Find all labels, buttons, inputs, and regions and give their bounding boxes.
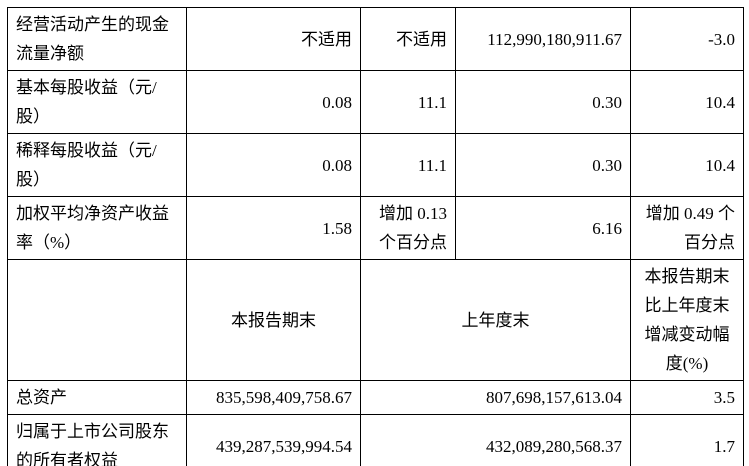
table-row: 基本每股收益（元/ 股） 0.08 11.1 0.30 10.4	[7, 70, 744, 134]
metric-label: 归属于上市公司股东 的所有者权益	[7, 414, 187, 466]
value-col5: 10.4	[630, 70, 744, 134]
value-prior-period: 432,089,280,568.37	[360, 414, 631, 466]
metric-label: 稀释每股收益（元/ 股）	[7, 133, 187, 197]
value-current-period: 439,287,539,994.54	[186, 414, 361, 466]
section-header-row: 本报告期末 上年度末 本报告期末 比上年度末 增减变动幅 度(%)	[7, 259, 744, 381]
table-row: 稀释每股收益（元/ 股） 0.08 11.1 0.30 10.4	[7, 133, 744, 197]
value-col5: 增加 0.49 个 百分点	[630, 196, 744, 260]
value-change-percent: 3.5	[630, 380, 744, 415]
value-change-percent: 1.7	[630, 414, 744, 466]
value-col4: 112,990,180,911.67	[455, 7, 631, 71]
value-col4: 0.30	[455, 133, 631, 197]
table-row: 总资产 835,598,409,758.67 807,698,157,613.0…	[7, 380, 744, 415]
value-current-period: 835,598,409,758.67	[186, 380, 361, 415]
value-col5: 10.4	[630, 133, 744, 197]
value-col2: 不适用	[186, 7, 361, 71]
value-col3: 11.1	[360, 70, 456, 134]
financial-summary-table: 经营活动产生的现金 流量净额 不适用 不适用 112,990,180,911.6…	[7, 7, 744, 466]
metric-label: 加权平均净资产收益 率（%）	[7, 196, 187, 260]
metric-label: 经营活动产生的现金 流量净额	[7, 7, 187, 71]
value-col4: 0.30	[455, 70, 631, 134]
header-prior-period: 上年度末	[360, 259, 631, 381]
table-row: 经营活动产生的现金 流量净额 不适用 不适用 112,990,180,911.6…	[7, 7, 744, 71]
value-col2: 0.08	[186, 70, 361, 134]
value-col3: 11.1	[360, 133, 456, 197]
value-col4: 6.16	[455, 196, 631, 260]
table-row: 归属于上市公司股东 的所有者权益 439,287,539,994.54 432,…	[7, 414, 744, 466]
value-col3: 增加 0.13 个百分点	[360, 196, 456, 260]
value-prior-period: 807,698,157,613.04	[360, 380, 631, 415]
empty-cell	[7, 259, 187, 381]
metric-label: 基本每股收益（元/ 股）	[7, 70, 187, 134]
header-current-period: 本报告期末	[186, 259, 361, 381]
header-change-percent: 本报告期末 比上年度末 增减变动幅 度(%)	[630, 259, 744, 381]
metric-label: 总资产	[7, 380, 187, 415]
value-col5: -3.0	[630, 7, 744, 71]
value-col3: 不适用	[360, 7, 456, 71]
table-row: 加权平均净资产收益 率（%） 1.58 增加 0.13 个百分点 6.16 增加…	[7, 196, 744, 260]
value-col2: 1.58	[186, 196, 361, 260]
value-col2: 0.08	[186, 133, 361, 197]
